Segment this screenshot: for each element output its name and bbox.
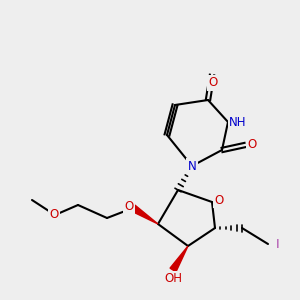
Text: I: I	[276, 238, 280, 250]
Polygon shape	[131, 205, 158, 224]
Text: N: N	[188, 160, 196, 172]
Polygon shape	[170, 246, 188, 272]
Text: O: O	[124, 200, 134, 212]
Text: O: O	[214, 194, 224, 206]
Text: O: O	[248, 139, 256, 152]
Text: O: O	[208, 76, 217, 89]
Text: O: O	[50, 208, 58, 220]
Text: NH: NH	[229, 116, 247, 128]
Text: OH: OH	[164, 272, 182, 286]
